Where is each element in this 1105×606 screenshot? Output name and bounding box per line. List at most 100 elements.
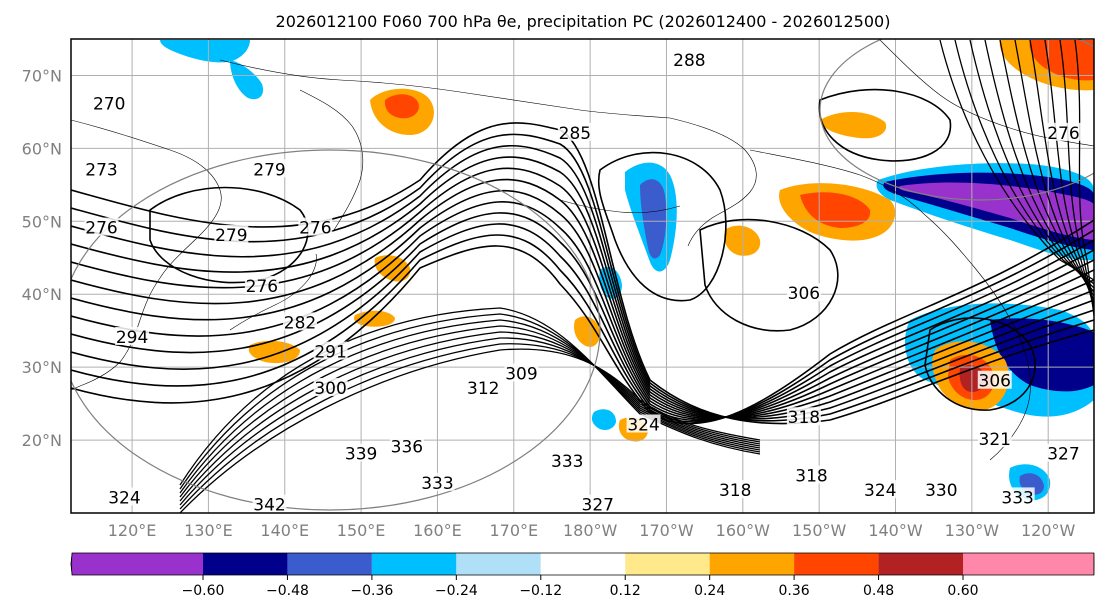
shading-orange-subtrop [574,316,600,347]
theta-e-contour [954,39,1094,285]
contour-label: 324 [627,415,659,435]
contour-label-background [786,407,821,426]
contour-label: 306 [788,284,820,304]
contour-label-background [672,49,707,68]
theta-e-contour [179,348,761,513]
colorbar-bin [287,553,372,575]
theta-e-contour [179,325,761,498]
theta-e-contour [939,39,1094,281]
contour-label-background [115,326,150,345]
map-area: 270 273 276 279 279 276 276 282 291 294 300 309 312 2… [71,39,1094,513]
contour-label: 333 [551,452,583,472]
contour-label-background [466,378,501,397]
contour-label-background [626,414,661,433]
contour-label-background [977,370,1012,389]
theta-e-contour [71,156,1094,419]
colorbar-tick-label: −0.12 [519,583,562,599]
theta-e-contour [179,343,761,510]
contour-label: 276 [299,219,331,239]
contour-label: 306 [979,372,1011,392]
shading-purple-core-nw [898,182,1094,240]
map-frame [70,38,1095,514]
colorbar [70,552,1095,576]
longitude-label: 140°E [260,521,309,540]
longitude-label: 140°W [868,521,923,540]
colorbar-tick-label: 0.12 [610,583,641,599]
coastline-siberia [219,59,671,119]
coastline-kamchatka [299,89,364,231]
theta-e-contour [1014,39,1094,301]
contour-label-background [580,494,615,513]
theta-e-contour [1074,39,1094,317]
colorbar-tick-label: −0.48 [266,583,309,599]
coastlines [71,39,1094,461]
contour-label: 330 [925,481,957,501]
contour-label-background [214,224,249,243]
contour-label: 318 [795,467,827,487]
graticule [71,39,1094,513]
colorbar-bin [72,553,203,575]
colorbar-bin [963,553,1094,575]
latitude-label: 60°N [22,139,62,158]
contour-label-background [283,312,318,331]
colorbar-tick-label: 0.48 [863,583,894,599]
colorbar-bin [456,553,541,575]
contour-label-background [504,363,539,382]
latitude-label: 30°N [22,358,62,377]
contour-label-background [389,436,424,455]
contour-label-background [107,487,142,506]
longitude-label: 120°W [1021,521,1076,540]
longitude-label: 180°W [563,521,618,540]
theta-e-contour [969,39,1094,289]
contour-label: 339 [345,445,377,465]
theta-e-contour [597,151,727,302]
contour-label-background [863,480,898,499]
reference-circles [71,39,1094,511]
shading-lightblue-kamchatka [230,60,264,100]
contour-label: 318 [719,481,751,501]
longitude-label: 170°E [489,521,538,540]
colorbar-bin [878,553,963,575]
latitude-label: 50°N [22,212,62,231]
contour-labels: 270 273 276 279 279 276 276 282 291 294 300 309 312 2… [84,49,1081,513]
reference-ellipse-west [71,149,601,511]
contour-label: 276 [1047,124,1079,144]
latitude-label: 40°N [22,285,62,304]
contour-label-background [924,480,959,499]
contour-label: 276 [85,219,117,239]
map-background [71,39,1094,513]
contour-label: 333 [421,474,453,494]
colorbar-outline [70,552,1095,576]
theta-e-contour [999,39,1094,297]
theta-e-contour [1029,39,1094,305]
contour-label: 300 [314,379,346,399]
coastline-north-america [924,214,1031,461]
colorbar-bin [625,553,710,575]
colorbar-tick-label: −0.36 [350,583,393,599]
shading-orange-nwpac1 [248,340,300,364]
theta-e-contour [1059,39,1094,313]
contour-label: 285 [559,124,591,144]
contour-label: 333 [1001,488,1033,508]
colorbar-tick-label: −0.24 [435,583,478,599]
contour-label: 324 [108,488,140,508]
figure-title: 2026012100 F060 700 hPa θe, precipitatio… [276,12,891,31]
shading-blue-kamchatka [160,40,250,63]
colorbar-bin [794,553,879,575]
contour-label-background [794,465,829,484]
contour-label: 279 [215,226,247,246]
latitude-label: 70°N [22,66,62,85]
contour-label-background [786,283,821,302]
contour-label-background [244,275,279,294]
contour-label: 273 [85,160,117,180]
latitude-label: 20°N [22,431,62,450]
colorbar-tick-labels: −0.60 −0.48 −0.36 −0.24 −0.12 0.12 0.24 0.36 0.4… [182,575,979,599]
theta-e-contour [1044,39,1094,309]
longitude-label: 150°E [337,521,386,540]
contour-label-background [84,159,119,178]
contour-label-background [344,443,379,462]
contour-label: 312 [467,379,499,399]
contour-label: 336 [391,437,423,457]
colorbar-tick-label: 0.36 [779,583,810,599]
contour-label-background [313,378,348,397]
